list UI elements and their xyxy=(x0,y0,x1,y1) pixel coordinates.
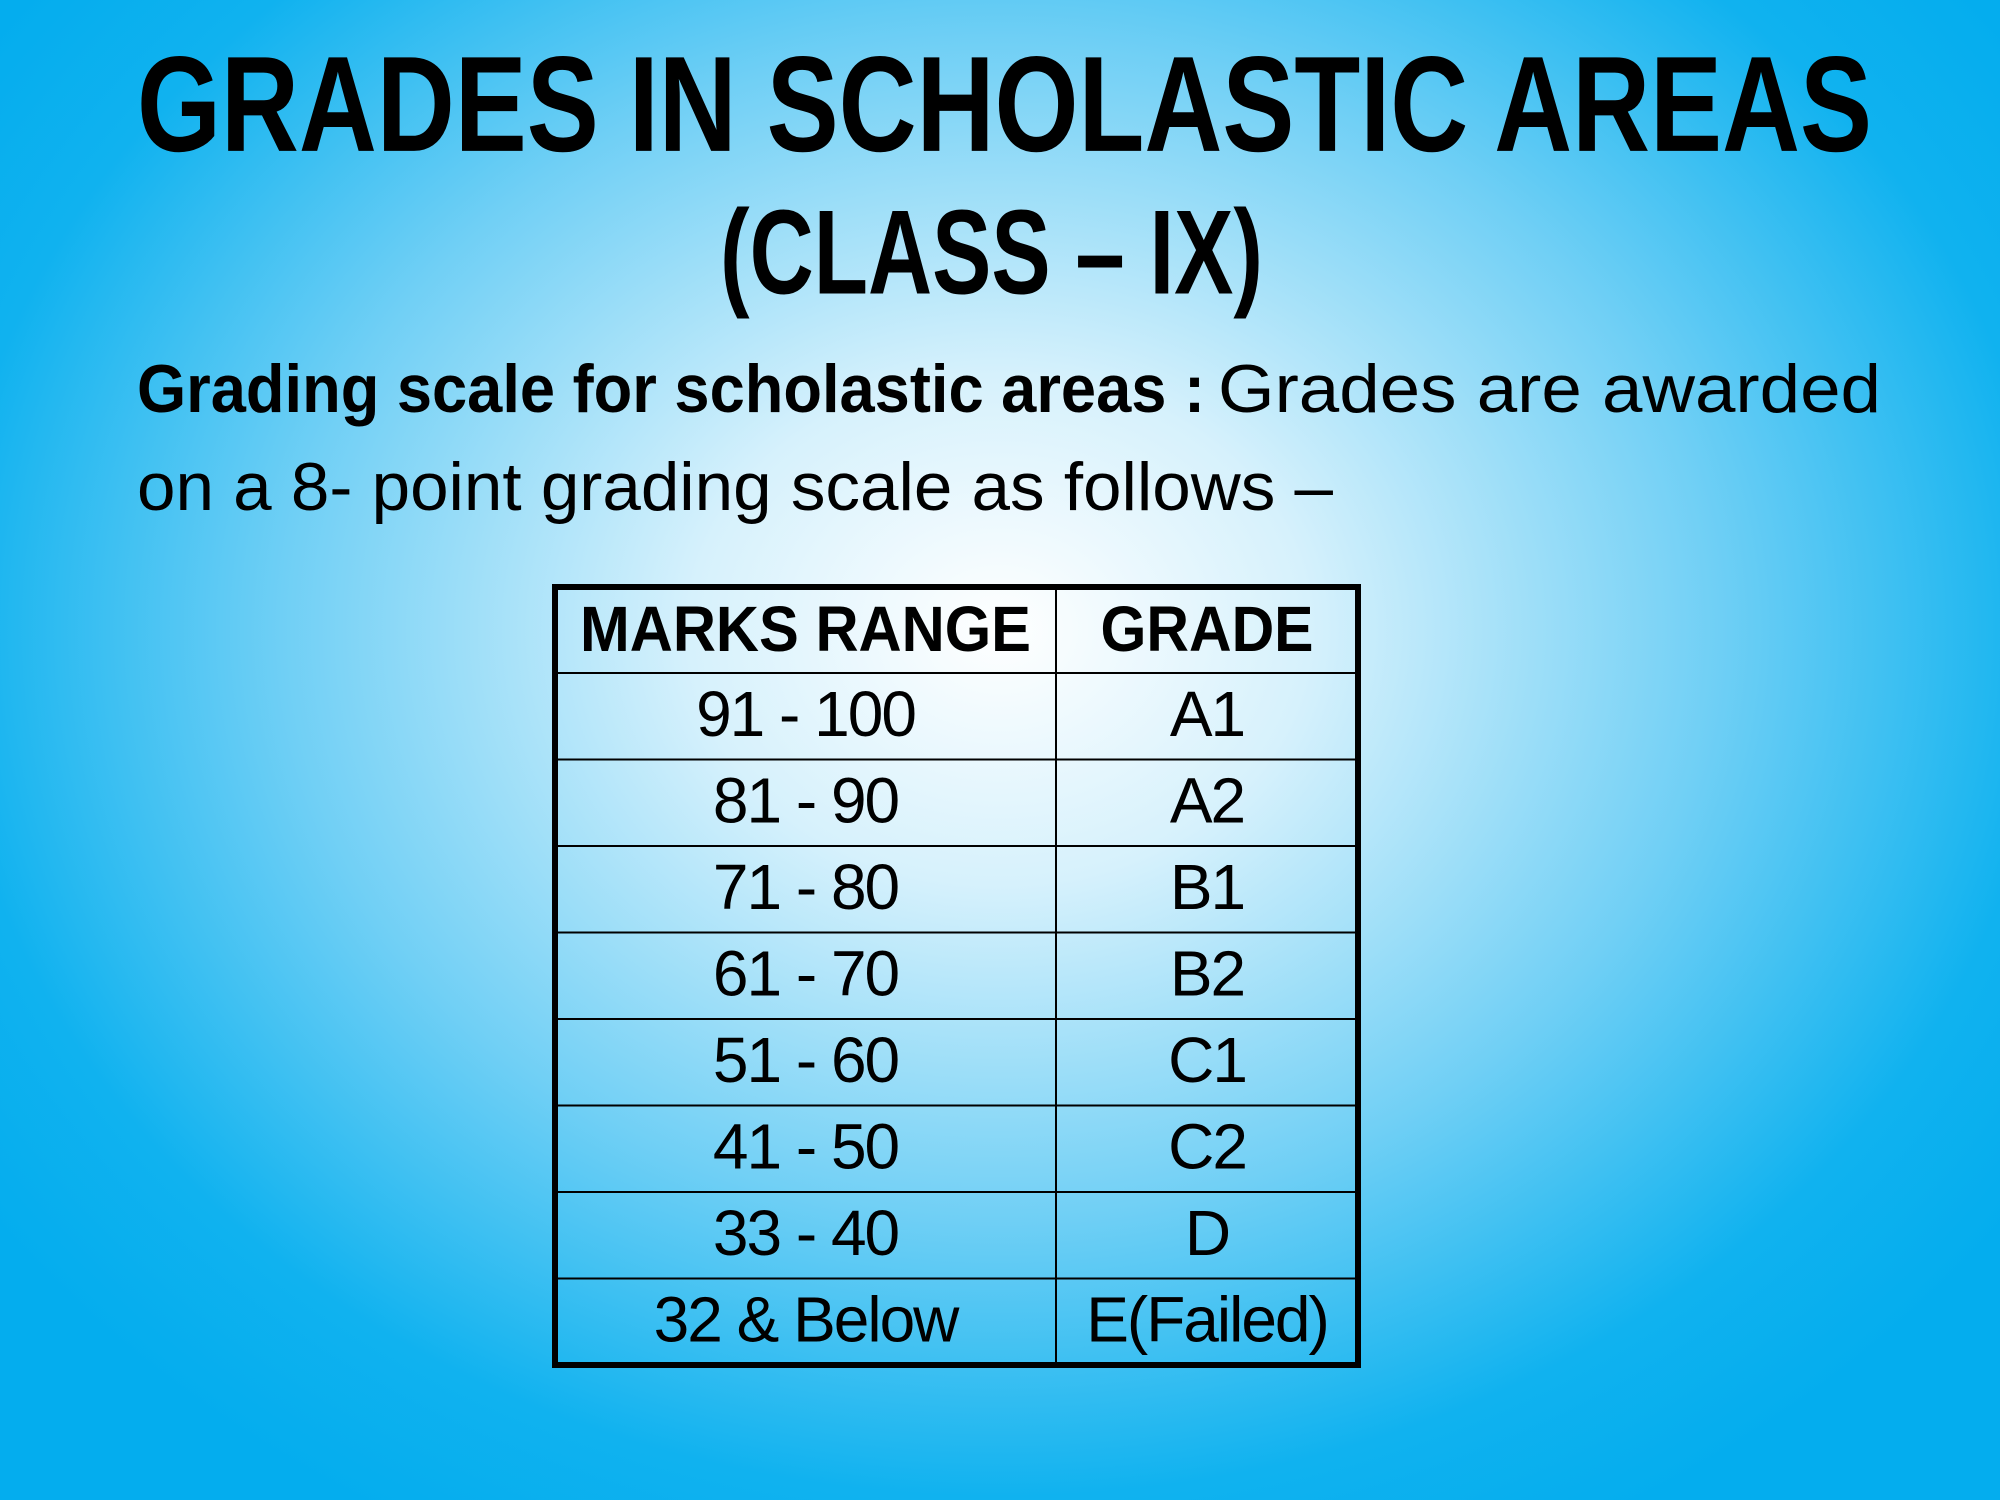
table-cell: E(Failed) xyxy=(1086,1284,1328,1356)
table-cell: 61 - 70 xyxy=(713,938,899,1010)
table-cell: D xyxy=(1185,1197,1229,1269)
table-cell: 41 - 50 xyxy=(713,1111,899,1183)
table-cell: 71 - 80 xyxy=(713,851,899,923)
title: GRADES IN SCHOLASTIC AREAS xyxy=(137,28,1872,180)
table-cell: B2 xyxy=(1170,938,1244,1010)
table-cell: A1 xyxy=(1170,678,1244,750)
table-cell: C1 xyxy=(1168,1024,1246,1096)
table-header: MARKS RANGE xyxy=(580,593,1031,665)
table-cell: 32 & Below xyxy=(654,1284,961,1356)
table-cell: B1 xyxy=(1170,851,1244,923)
table-body xyxy=(552,584,1361,1368)
table-cell: A2 xyxy=(1170,765,1244,837)
table-cell: 91 - 100 xyxy=(696,678,915,750)
table-cell: 33 - 40 xyxy=(713,1197,899,1269)
table-cell: 81 - 90 xyxy=(713,765,899,837)
intro-text: Grades are awarded xyxy=(1218,351,1881,427)
table-cell: C2 xyxy=(1168,1111,1246,1183)
intro-lead: Grading scale for scholastic areas : xyxy=(137,351,1205,427)
table-cell: 51 - 60 xyxy=(713,1024,899,1096)
table-header: GRADE xyxy=(1101,593,1314,665)
intro-text: on a 8- point grading scale as follows – xyxy=(137,449,1333,525)
subtitle: (CLASS – IX) xyxy=(720,186,1263,320)
